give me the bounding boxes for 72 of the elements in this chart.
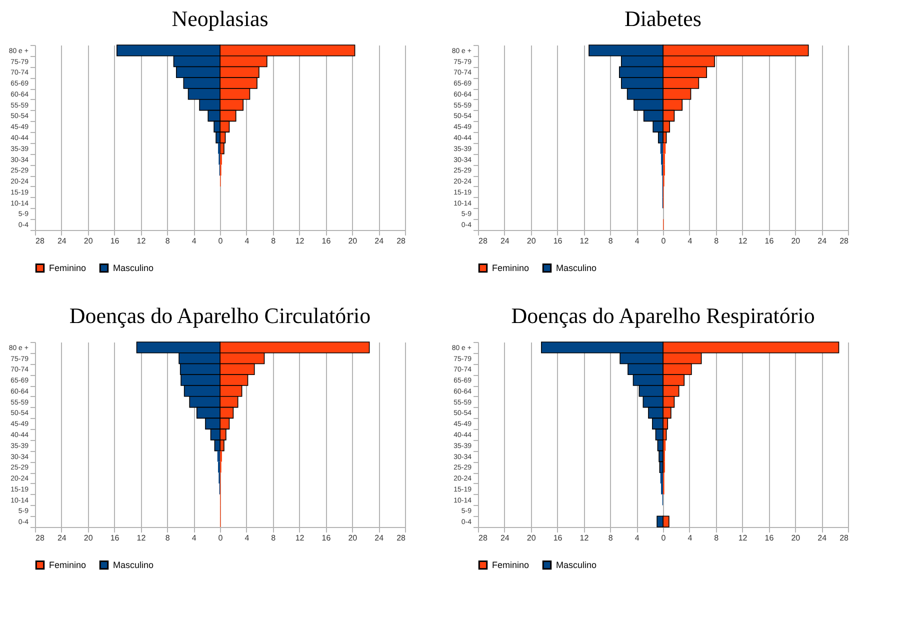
x-tick-label: 0 (218, 236, 224, 246)
x-tick-label: 12 (136, 534, 146, 542)
x-tick-label: 4 (192, 534, 197, 542)
x-tick-label: 24 (57, 534, 67, 542)
x-tick-label: 4 (688, 236, 693, 246)
legend-label: Feminino (492, 263, 530, 274)
x-tick-label: 12 (295, 236, 305, 246)
x-tick-label: 12 (295, 534, 305, 542)
x-tick-label: 28 (396, 236, 406, 246)
legend-label: Masculino (556, 263, 597, 274)
x-tick-label: 0 (218, 534, 224, 542)
chart-title: Neoplasias (172, 6, 268, 31)
x-tick-label: 20 (791, 534, 801, 542)
chart-title: Doenças do Aparelho Circulatório (69, 303, 371, 328)
x-tick-label: 28 (396, 534, 406, 542)
x-tick-label: 4 (634, 534, 640, 542)
x-tick-label: 0 (661, 236, 666, 246)
x-tick-label: 24 (500, 236, 510, 246)
x-tick-label: 24 (374, 236, 384, 246)
x-tick-label: 16 (764, 236, 774, 246)
x-tick-label: 24 (374, 534, 384, 542)
x-tick-label: 28 (36, 236, 45, 246)
x-tick-label: 16 (110, 534, 120, 542)
x-tick-label: 12 (580, 236, 590, 246)
x-tick-label: 8 (165, 236, 170, 246)
x-tick-label: 28 (478, 534, 488, 542)
legend-label: Masculino (113, 263, 154, 274)
x-tick-label: 24 (818, 236, 828, 246)
legend-label: Feminino (49, 263, 86, 274)
x-tick-label: 16 (322, 534, 332, 542)
x-tick-label: 8 (271, 236, 276, 246)
x-tick-label: 0 (661, 534, 666, 542)
x-tick-label: 4 (634, 236, 640, 246)
x-tick-label: 20 (526, 534, 536, 542)
x-tick-label: 16 (553, 236, 563, 246)
x-tick-label: 16 (764, 534, 774, 542)
x-tick-label: 4 (244, 534, 250, 542)
x-tick-label: 12 (136, 236, 146, 246)
x-tick-label: 16 (322, 236, 332, 246)
x-tick-label: 28 (840, 236, 850, 246)
x-tick-label: 4 (244, 236, 250, 246)
x-tick-label: 28 (36, 534, 45, 542)
x-tick-label: 8 (608, 534, 614, 542)
x-tick-label: 8 (714, 236, 720, 246)
x-tick-label: 16 (553, 534, 563, 542)
x-tick-label: 20 (348, 534, 358, 542)
x-tick-label: 28 (840, 534, 850, 542)
x-tick-label: 8 (714, 534, 720, 542)
chart-title: Diabetes (624, 6, 702, 31)
x-tick-label: 16 (110, 236, 120, 246)
x-tick-label: 12 (738, 236, 748, 246)
legend-label: Masculino (556, 560, 597, 570)
x-tick-label: 8 (608, 236, 614, 246)
x-tick-label: 24 (500, 534, 510, 542)
chart-title: Doenças do Aparelho Respiratório (511, 303, 815, 328)
x-tick-label: 12 (738, 534, 748, 542)
x-tick-label: 20 (84, 534, 94, 542)
legend-label: Feminino (492, 560, 530, 570)
x-tick-label: 8 (165, 534, 170, 542)
legend-label: Masculino (113, 560, 154, 570)
legend-label: Feminino (49, 560, 86, 570)
x-tick-label: 20 (84, 236, 94, 246)
x-tick-label: 24 (818, 534, 828, 542)
x-tick-label: 8 (271, 534, 276, 542)
x-tick-label: 12 (580, 534, 590, 542)
x-tick-label: 20 (348, 236, 358, 246)
x-tick-label: 28 (478, 236, 488, 246)
x-tick-label: 4 (192, 236, 197, 246)
x-tick-label: 24 (57, 236, 67, 246)
x-tick-label: 4 (688, 534, 693, 542)
x-tick-label: 20 (526, 236, 536, 246)
x-tick-label: 20 (791, 236, 801, 246)
